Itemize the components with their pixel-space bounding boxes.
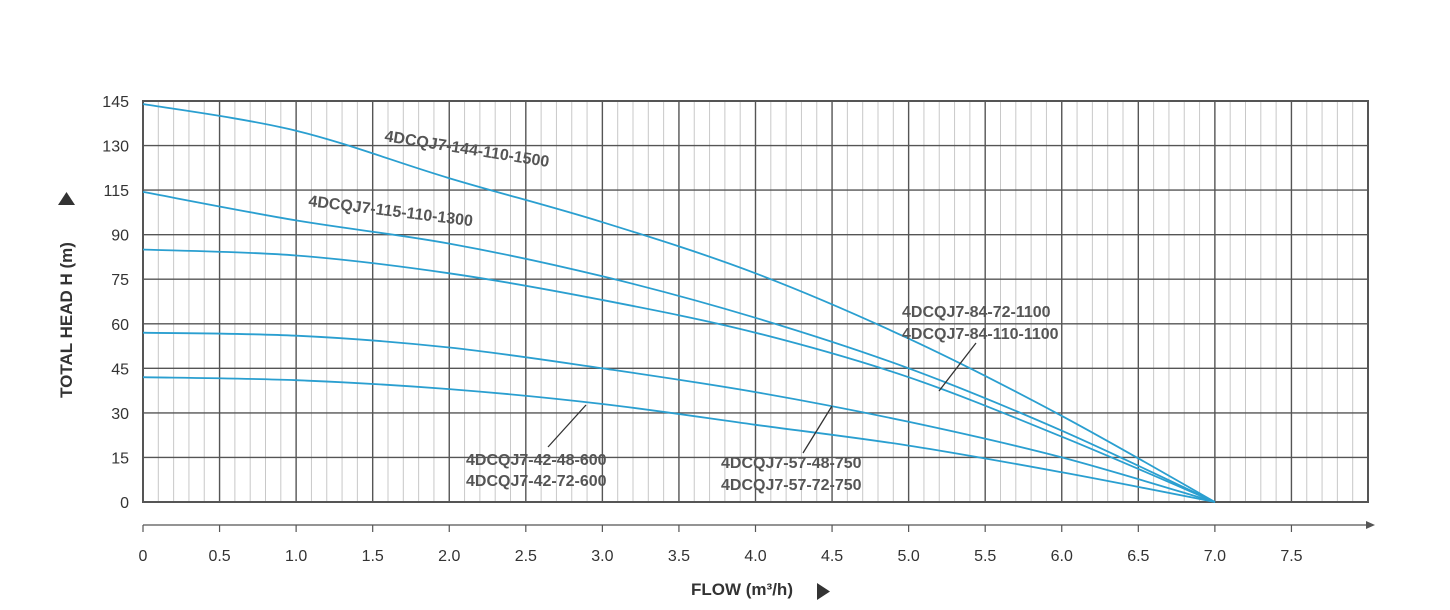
leader-line <box>938 342 977 392</box>
curve-4dcqj7-115-110-1300 <box>142 191 1216 503</box>
x-tick-label: 3.5 <box>668 548 690 565</box>
curve-label: 4DCQJ7-57-72-750 <box>721 477 862 494</box>
curve-4dcqj7-84-110-1100 <box>142 248 1216 503</box>
curve-4dcqj7-57-72-750 <box>142 331 1216 503</box>
curve-label: 4DCQJ7-57-48-750 <box>721 455 862 472</box>
curve-label: 4DCQJ7-84-110-1100 <box>902 326 1059 343</box>
x-tick-label: 4.0 <box>744 548 766 565</box>
y-tick-label: 145 <box>102 94 129 111</box>
leader-line <box>547 404 587 448</box>
x-tick-label: 5.5 <box>974 548 996 565</box>
plot-frame <box>142 100 1369 503</box>
y-tick-label: 15 <box>111 450 129 467</box>
label-leader-lines <box>547 342 977 454</box>
x-tick-label: 6.5 <box>1127 548 1149 565</box>
leader-line <box>802 405 833 454</box>
x-tick-label: 1.0 <box>285 548 307 565</box>
x-tick-label: 0 <box>139 548 148 565</box>
curve-label: 4DCQJ7-42-72-600 <box>466 473 607 490</box>
y-tick-label: 60 <box>111 317 129 334</box>
y-tick-label: 75 <box>111 272 129 289</box>
x-tick-label: 4.5 <box>821 548 843 565</box>
x-tick-label: 5.0 <box>898 548 920 565</box>
curve-4dcqj7-144-110-1500 <box>142 103 1216 503</box>
performance-curves <box>142 103 1216 503</box>
y-axis: 0 15 30 45 60 75 90 115 130 145 <box>102 94 129 512</box>
x-axis-line-arrow-icon <box>1366 521 1375 529</box>
y-tick-label: 0 <box>120 495 129 512</box>
x-axis-title: FLOW (m³/h) <box>691 580 793 599</box>
y-tick-label: 130 <box>102 139 129 156</box>
curve-4dcqj7-42-72-600 <box>142 376 1216 503</box>
x-tick-label: 3.0 <box>591 548 613 565</box>
y-tick-label: 45 <box>111 361 129 378</box>
x-axis-arrow-icon <box>817 583 830 600</box>
y-axis-title: TOTAL HEAD H (m) <box>57 242 76 398</box>
x-tick-label: 6.0 <box>1051 548 1073 565</box>
x-tick-label: 1.5 <box>362 548 384 565</box>
y-tick-label: 115 <box>103 183 129 200</box>
curve-labels: 4DCQJ7-144-110-15004DCQJ7-115-110-13004D… <box>308 128 1059 494</box>
y-axis-arrow-icon <box>58 192 75 205</box>
x-tick-label: 2.0 <box>438 548 460 565</box>
curve-label: 4DCQJ7-42-48-600 <box>466 452 607 469</box>
x-tick-label: 7.5 <box>1280 548 1302 565</box>
curve-label: 4DCQJ7-84-72-1100 <box>902 304 1051 321</box>
y-tick-label: 90 <box>111 228 129 245</box>
x-axis: 0 0.5 1.0 1.5 2.0 2.5 3.0 3.5 4.0 4.5 5.0 5.5 6.0 6.5… <box>139 521 1375 565</box>
x-tick-label: 2.5 <box>515 548 537 565</box>
y-tick-label: 30 <box>111 406 129 423</box>
x-tick-label: 0.5 <box>208 548 230 565</box>
grid <box>142 100 1369 503</box>
x-tick-label: 7.0 <box>1204 548 1226 565</box>
